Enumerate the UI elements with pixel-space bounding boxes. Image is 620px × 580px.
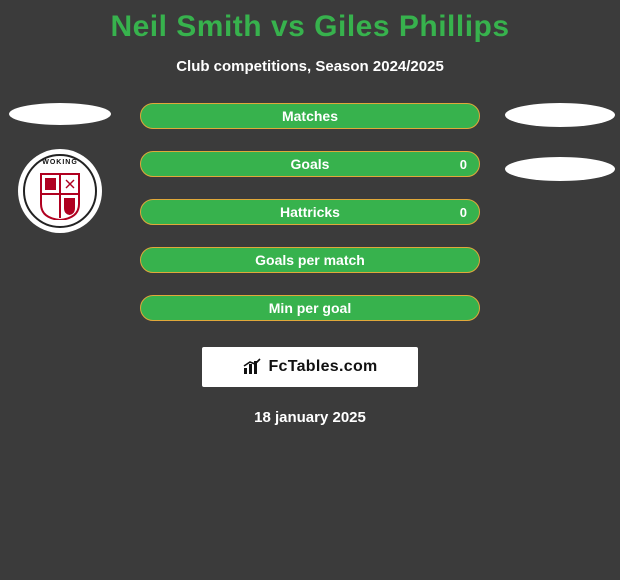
subtitle: Club competitions, Season 2024/2025 [0,58,620,75]
source-logo: FcTables.com [202,347,418,387]
player-left-column: WOKING [0,103,120,233]
bar-chart-icon [242,358,264,376]
shield-icon [39,172,81,220]
badge-ring: WOKING [23,154,97,228]
stat-value-right: 0 [460,157,467,172]
generated-date: 18 january 2025 [0,409,620,426]
stat-label: Min per goal [269,300,351,316]
stat-bar-goals: Goals 0 [140,151,480,177]
stat-label: Hattricks [280,204,340,220]
right-oval-placeholder-1 [505,103,615,127]
stat-label: Goals per match [255,252,365,268]
left-club-badge: WOKING [18,149,102,233]
stat-bars: Matches Goals 0 Hattricks 0 Goals per ma… [140,103,480,321]
stat-bar-goals-per-match: Goals per match [140,247,480,273]
badge-club-name: WOKING [25,159,95,166]
stat-value-right: 0 [460,205,467,220]
stat-bar-matches: Matches [140,103,480,129]
source-logo-text: FcTables.com [268,358,377,376]
stat-bar-hattricks: Hattricks 0 [140,199,480,225]
player-right-column [500,103,620,211]
comparison-card: Neil Smith vs Giles Phillips Club compet… [0,0,620,580]
stat-label: Matches [282,108,338,124]
right-oval-placeholder-2 [505,157,615,181]
left-oval-placeholder [9,103,111,125]
stat-label: Goals [291,156,330,172]
page-title: Neil Smith vs Giles Phillips [0,0,620,44]
content-columns: WOKING [0,103,620,321]
stat-bar-min-per-goal: Min per goal [140,295,480,321]
